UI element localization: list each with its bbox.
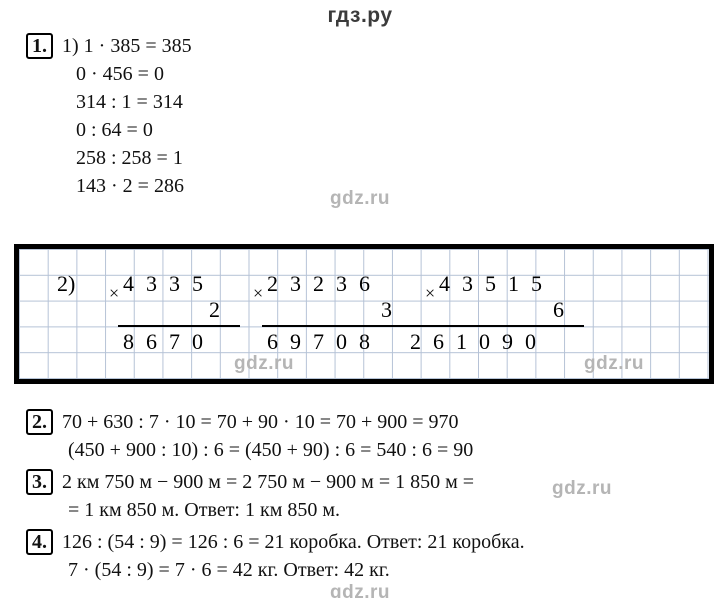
site-header: гдз.ру — [0, 4, 720, 28]
watermark-2: gdz.ru — [234, 353, 294, 375]
p2-line2: (450 + 900 : 10) : 6 = (450 + 90) : 6 = … — [68, 436, 473, 464]
problem-num-1: 1. — [26, 33, 53, 59]
p1-line5: 258 : 258 = 1 — [76, 144, 192, 172]
mult1-b: 2 — [209, 297, 232, 323]
p2-line1: 70 + 630 : 7 · 10 = 70 + 90 · 10 = 70 + … — [62, 411, 459, 433]
mult1-a: 4335 — [123, 271, 215, 297]
watermark-1: gdz.ru — [330, 188, 390, 210]
mult1-x: × — [109, 283, 119, 304]
page-root: гдз.ру 1. 1) 1 · 385 = 385 0 · 456 = 0 3… — [0, 0, 720, 598]
problem-2: 2. 70 + 630 : 7 · 10 = 70 + 90 · 10 = 70… — [26, 408, 473, 464]
mult3-b: 6 — [553, 297, 576, 323]
p3-line2: = 1 км 850 м. Ответ: 1 км 850 м. — [68, 496, 474, 524]
problem-num-3: 3. — [26, 469, 53, 495]
mult3-r: 261090 — [410, 329, 548, 355]
mult3-line — [405, 325, 584, 327]
part1-label: 1) — [62, 35, 79, 57]
mult2-x: × — [253, 283, 263, 304]
p4-line1: 126 : (54 : 9) = 126 : 6 = 21 коробка. О… — [62, 531, 525, 553]
problem-4: 4. 126 : (54 : 9) = 126 : 6 = 21 коробка… — [26, 528, 525, 584]
problem-num-2: 2. — [26, 409, 53, 435]
mult2-r: 69708 — [267, 329, 382, 355]
problem-3: 3. 2 км 750 м − 900 м = 2 750 м − 900 м … — [26, 468, 474, 524]
p1-line6: 143 · 2 = 286 — [76, 172, 192, 200]
grid-box: 2) 4335 2 8670 × 23236 3 69708 × 43515 6… — [14, 244, 714, 384]
mult3-x: × — [425, 283, 435, 304]
p1-line4: 0 : 64 = 0 — [76, 116, 192, 144]
p1-line1: 1 · 385 = 385 — [84, 35, 192, 57]
p4-line2: 7 · (54 : 9) = 7 · 6 = 42 кг. Ответ: 42 … — [68, 556, 525, 584]
watermark-3: gdz.ru — [584, 353, 644, 375]
part2-label: 2) — [57, 271, 75, 297]
problem-num-4: 4. — [26, 529, 53, 555]
p1-line2: 0 · 456 = 0 — [76, 60, 192, 88]
mult1-line — [118, 325, 240, 327]
mult1-r: 8670 — [123, 329, 215, 355]
mult2-a: 23236 — [267, 271, 382, 297]
mult2-b: 3 — [381, 297, 404, 323]
mult2-line — [262, 325, 412, 327]
p3-line1: 2 км 750 м − 900 м = 2 750 м − 900 м = 1… — [62, 471, 474, 493]
watermark-4: gdz.ru — [552, 478, 612, 500]
p1-line3: 314 : 1 = 314 — [76, 88, 192, 116]
problem-1: 1. 1) 1 · 385 = 385 0 · 456 = 0 314 : 1 … — [26, 32, 192, 200]
watermark-footer: gdz.ru — [0, 582, 720, 598]
mult3-a: 43515 — [439, 271, 554, 297]
